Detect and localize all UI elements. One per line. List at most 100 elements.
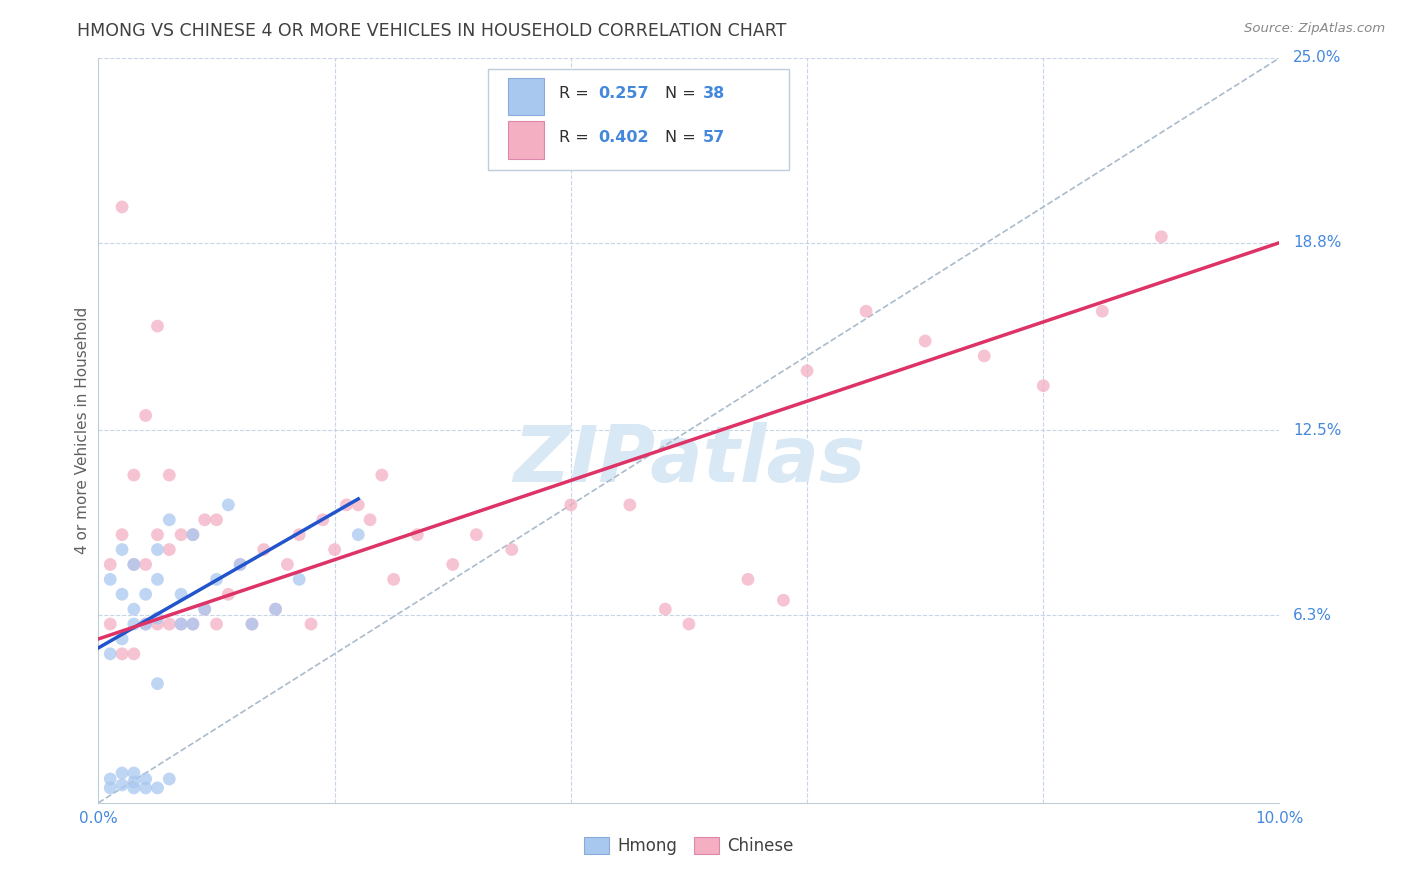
- Point: [122, 602, 145, 616]
- Point: [441, 558, 464, 572]
- Point: [796, 364, 818, 378]
- Text: R =: R =: [560, 86, 593, 101]
- Point: [276, 558, 298, 572]
- Point: [205, 617, 228, 632]
- Point: [170, 617, 193, 632]
- Point: [229, 558, 252, 572]
- Y-axis label: 4 or more Vehicles in Household: 4 or more Vehicles in Household: [75, 307, 90, 554]
- Text: N =: N =: [665, 129, 702, 145]
- Point: [135, 780, 157, 795]
- Point: [347, 498, 370, 512]
- Point: [170, 527, 193, 541]
- Bar: [508, 121, 544, 159]
- Point: [181, 527, 204, 541]
- Point: [217, 587, 239, 601]
- Point: [111, 778, 134, 792]
- Point: [122, 558, 145, 572]
- Point: [359, 513, 381, 527]
- Point: [111, 200, 134, 214]
- Point: [264, 602, 287, 616]
- Point: [157, 617, 180, 632]
- Point: [205, 513, 228, 527]
- Point: [146, 676, 169, 690]
- Text: HMONG VS CHINESE 4 OR MORE VEHICLES IN HOUSEHOLD CORRELATION CHART: HMONG VS CHINESE 4 OR MORE VEHICLES IN H…: [77, 22, 787, 40]
- Point: [323, 542, 346, 557]
- Point: [1150, 229, 1173, 244]
- Point: [240, 617, 263, 632]
- Point: [181, 617, 204, 632]
- Point: [122, 558, 145, 572]
- Point: [111, 587, 134, 601]
- Point: [146, 573, 169, 587]
- Point: [146, 617, 169, 632]
- Text: 0.257: 0.257: [598, 86, 648, 101]
- Point: [855, 304, 877, 318]
- Point: [122, 775, 145, 789]
- Text: N =: N =: [665, 86, 702, 101]
- Point: [146, 780, 169, 795]
- Point: [465, 527, 488, 541]
- Point: [772, 593, 794, 607]
- Bar: [508, 78, 544, 115]
- Point: [1091, 304, 1114, 318]
- Point: [654, 602, 676, 616]
- Point: [98, 772, 121, 786]
- Point: [288, 573, 311, 587]
- Point: [264, 602, 287, 616]
- Point: [288, 527, 311, 541]
- Point: [217, 498, 239, 512]
- Text: R =: R =: [560, 129, 593, 145]
- Point: [135, 587, 157, 601]
- Text: 0.402: 0.402: [598, 129, 648, 145]
- Point: [194, 602, 217, 616]
- Point: [135, 617, 157, 632]
- Point: [111, 766, 134, 780]
- FancyBboxPatch shape: [488, 70, 789, 169]
- Point: [560, 498, 582, 512]
- Point: [122, 647, 145, 661]
- Point: [122, 780, 145, 795]
- Point: [170, 617, 193, 632]
- Text: 6.3%: 6.3%: [1294, 607, 1333, 623]
- Point: [737, 573, 759, 587]
- Point: [240, 617, 263, 632]
- Point: [229, 558, 252, 572]
- Point: [135, 617, 157, 632]
- Point: [347, 527, 370, 541]
- Point: [111, 542, 134, 557]
- Point: [111, 632, 134, 646]
- Point: [146, 611, 169, 625]
- Text: Source: ZipAtlas.com: Source: ZipAtlas.com: [1244, 22, 1385, 36]
- Text: ZIPatlas: ZIPatlas: [513, 422, 865, 499]
- Text: 38: 38: [703, 86, 725, 101]
- Point: [973, 349, 995, 363]
- Point: [98, 573, 121, 587]
- Point: [335, 498, 357, 512]
- Point: [146, 319, 169, 334]
- Point: [135, 558, 157, 572]
- Point: [382, 573, 405, 587]
- Point: [619, 498, 641, 512]
- Point: [299, 617, 322, 632]
- Point: [678, 617, 700, 632]
- Text: 57: 57: [703, 129, 725, 145]
- Point: [312, 513, 335, 527]
- Point: [181, 527, 204, 541]
- Point: [194, 513, 217, 527]
- Point: [98, 558, 121, 572]
- Point: [122, 766, 145, 780]
- Point: [122, 468, 145, 483]
- Text: 18.8%: 18.8%: [1294, 235, 1341, 250]
- Point: [157, 513, 180, 527]
- Point: [157, 468, 180, 483]
- Point: [501, 542, 523, 557]
- Legend: Hmong, Chinese: Hmong, Chinese: [578, 830, 800, 862]
- Point: [135, 772, 157, 786]
- Point: [194, 602, 217, 616]
- Point: [371, 468, 394, 483]
- Point: [253, 542, 276, 557]
- Point: [181, 617, 204, 632]
- Point: [157, 542, 180, 557]
- Point: [98, 617, 121, 632]
- Point: [157, 772, 180, 786]
